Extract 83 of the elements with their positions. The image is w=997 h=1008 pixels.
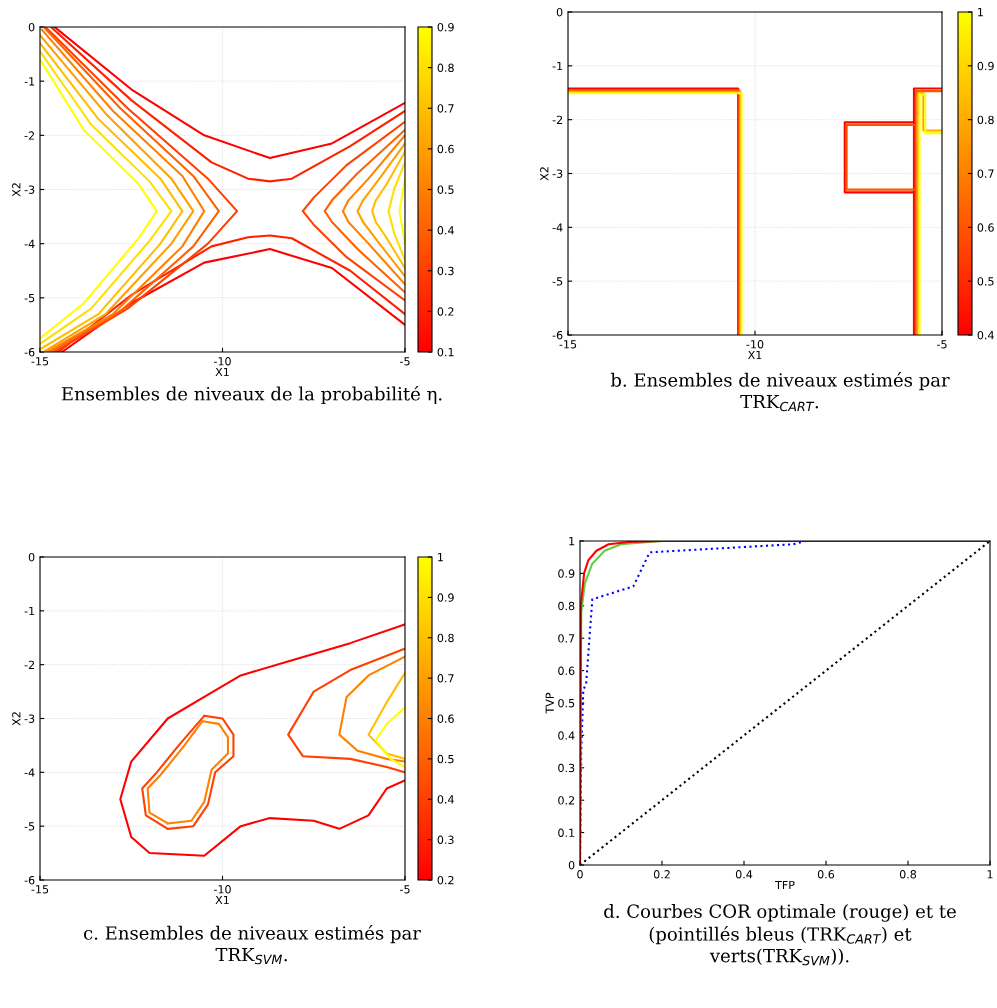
x-tick-label: -15 <box>31 885 49 894</box>
y-tick-label: 1 <box>569 537 575 546</box>
y-tick-label: 0.5 <box>558 698 575 708</box>
color-bar-label: 0.8 <box>437 63 454 72</box>
y-tick-label: 0.1 <box>558 828 575 837</box>
color-bar-label: 0.7 <box>437 104 454 113</box>
y-tick-label: -5 <box>24 822 35 831</box>
y-tick-label: 0.2 <box>558 796 575 805</box>
x-axis-title: X1 <box>215 895 229 905</box>
x-tick-label: 0.2 <box>653 870 670 879</box>
text: c. Ensembles de niveaux estimés par TRK$_{SVM}$. <box>83 925 421 965</box>
y-tick-label: -3 <box>24 714 35 723</box>
color-bar-label: 0.9 <box>977 61 994 71</box>
y-tick-label: 0.7 <box>558 634 575 643</box>
x-tick-label: -10 <box>213 357 231 366</box>
color-bar-label: 0.2 <box>437 307 454 316</box>
color-bar-label: 0.6 <box>437 144 454 154</box>
text: Ensembles de niveaux de la probabilité η. <box>61 385 442 405</box>
y-tick-label: -6 <box>24 347 35 357</box>
x-tick-label: -5 <box>937 340 947 349</box>
y-tick-label: -5 <box>552 277 563 286</box>
x-tick-label: 0.6 <box>817 870 835 879</box>
color-bar-label: 0.6 <box>437 714 454 723</box>
y-axis-title: X2 <box>540 167 549 181</box>
y-tick-label: 0 <box>28 22 35 32</box>
y-tick-label: 0.4 <box>558 731 575 740</box>
color-bar-label: 1 <box>978 8 983 17</box>
y-tick-label: 0 <box>28 552 35 562</box>
x-tick-label: 0.8 <box>899 870 917 879</box>
x-axis-title: X1 <box>747 350 762 360</box>
y-tick-label: 0 <box>568 860 575 870</box>
y-axis-title: X2 <box>12 712 21 726</box>
color-bar-label: 1 <box>438 553 443 562</box>
y-tick-label: 0 <box>556 7 563 17</box>
color-bar-label: 0.5 <box>437 185 454 194</box>
x-tick-label: -15 <box>31 357 49 366</box>
x-tick-label: -10 <box>746 340 764 349</box>
color-bar-label: 0.6 <box>977 223 994 232</box>
color-bar-label: 0.8 <box>437 633 454 643</box>
y-tick-label: -2 <box>24 660 35 669</box>
x-tick-label: 0.4 <box>735 870 753 879</box>
y-tick-label: -4 <box>552 223 563 232</box>
color-bar-label: 0.5 <box>437 754 454 764</box>
color-bar-label: 0.7 <box>977 169 994 178</box>
y-tick-label: -4 <box>24 239 35 248</box>
text: b. Ensembles de niveaux estimés par TRK$_{CART}$. <box>610 372 950 412</box>
y-tick-label: -2 <box>24 131 35 140</box>
y-axis-title: TVP <box>545 692 554 714</box>
y-tick-label: -3 <box>24 185 35 194</box>
y-tick-label: -1 <box>24 606 35 616</box>
y-tick-label: -4 <box>24 768 35 777</box>
y-tick-label: -2 <box>552 115 563 124</box>
color-bar-label: 0.1 <box>437 347 454 357</box>
y-tick-label: 0.8 <box>558 601 575 611</box>
color-bar-label: 0.3 <box>437 835 454 844</box>
y-tick-label: -1 <box>24 77 35 86</box>
color-bar-label: 0.4 <box>977 330 994 340</box>
x-axis-title: TFP <box>775 880 795 890</box>
y-tick-label: 0.6 <box>558 666 575 675</box>
x-tick-label: -15 <box>559 340 577 349</box>
color-bar-label: 0.9 <box>437 22 454 32</box>
y-tick-label: 0.9 <box>558 569 575 578</box>
color-bar-label: 0.4 <box>437 226 454 235</box>
color-bar-label: 0.7 <box>437 674 454 683</box>
y-axis-title: X2 <box>12 183 21 197</box>
y-tick-label: -5 <box>24 293 35 303</box>
x-axis-title: X1 <box>215 367 229 377</box>
y-tick-label: -3 <box>552 169 563 178</box>
color-bar-label: 0.9 <box>437 593 454 602</box>
y-tick-label: -6 <box>552 330 563 340</box>
x-tick-label: -5 <box>400 357 410 366</box>
y-tick-label: -1 <box>552 61 563 71</box>
x-tick-label: -10 <box>213 885 231 894</box>
text: d. Courbes COR optimale (rouge) et te (pointillés bleus (TRK$_{CART}$) et verts(TRK$_{SVM}$)). <box>604 904 956 966</box>
x-tick-label: 0 <box>577 870 583 879</box>
x-tick-label: 1 <box>987 870 993 879</box>
color-bar-label: 0.8 <box>977 115 994 125</box>
color-bar-label: 0.4 <box>437 795 454 804</box>
color-bar-label: 0.3 <box>437 266 454 276</box>
y-tick-label: 0.3 <box>558 763 575 773</box>
x-tick-label: -5 <box>400 885 410 894</box>
color-bar-label: 0.5 <box>977 277 994 286</box>
y-tick-label: -6 <box>24 875 35 885</box>
